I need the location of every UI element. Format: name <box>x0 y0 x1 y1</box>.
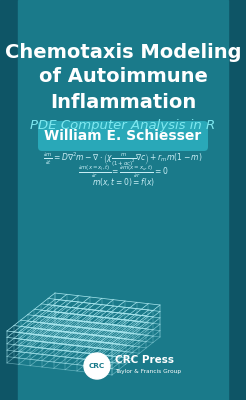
Text: William E. Schiesser: William E. Schiesser <box>44 129 202 143</box>
Bar <box>0 0 18 400</box>
Text: Chemotaxis Modeling: Chemotaxis Modeling <box>5 42 241 62</box>
Circle shape <box>84 353 110 379</box>
Text: CRC: CRC <box>89 363 105 369</box>
Text: $m(x,t=0) = f(x)$: $m(x,t=0) = f(x)$ <box>92 176 154 188</box>
FancyBboxPatch shape <box>38 121 208 151</box>
Text: Taylor & Francis Group: Taylor & Francis Group <box>115 368 181 374</box>
Text: CRC Press: CRC Press <box>115 355 174 365</box>
Text: PDE Computer Analysis in R: PDE Computer Analysis in R <box>30 120 216 132</box>
Text: $\frac{\partial m(x=x_l,t)}{\partial r} = \frac{\partial m(x=x_u,t)}{\partial r}: $\frac{\partial m(x=x_l,t)}{\partial r} … <box>78 164 168 180</box>
Text: $\frac{\partial m}{\partial t} = D\nabla^2 m - \nabla \cdot \left(\chi\frac{m}{(: $\frac{\partial m}{\partial t} = D\nabla… <box>43 151 203 169</box>
Bar <box>18 0 228 400</box>
Text: of Autoimmune: of Autoimmune <box>39 68 207 86</box>
Text: Inflammation: Inflammation <box>50 92 196 112</box>
Bar <box>228 0 246 400</box>
